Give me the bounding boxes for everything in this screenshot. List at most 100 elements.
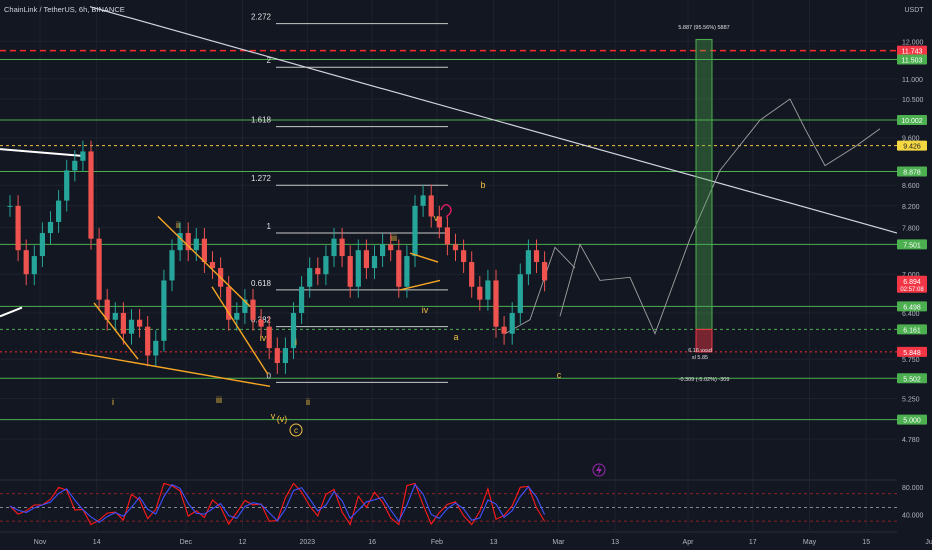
price-tag xyxy=(897,166,927,177)
price-tag xyxy=(897,346,927,357)
candle-body xyxy=(88,151,94,239)
price-axis-tick: 10.500 xyxy=(902,97,924,104)
candle-body xyxy=(542,262,548,281)
price-axis-tick: 6.400 xyxy=(902,311,920,318)
position-risk-label: -0.309 (-5.02%) -309 xyxy=(679,377,730,383)
rsi-axis-tick: 80.000 xyxy=(902,485,924,492)
price-tag xyxy=(897,324,927,335)
price-tag-value: 11.503 xyxy=(902,58,923,65)
candle-body xyxy=(96,238,102,300)
candle-body xyxy=(404,256,410,287)
candle-body xyxy=(485,280,491,300)
candle-body xyxy=(299,286,305,313)
candle-body xyxy=(226,286,232,320)
time-axis-label: Nov xyxy=(34,539,47,546)
position-target-zone xyxy=(695,38,713,330)
time-axis-label: 16 xyxy=(368,539,376,546)
time-axis-label: 17 xyxy=(749,539,757,546)
price-tag-value: 11.743 xyxy=(902,49,923,56)
time-axis-label: 14 xyxy=(93,539,101,546)
projection-path-minor xyxy=(504,246,576,335)
candle-body xyxy=(307,268,313,287)
price-tag xyxy=(897,45,927,56)
candle-body xyxy=(469,262,475,287)
price-axis-tick: 7.800 xyxy=(902,225,920,232)
wave-label: (v) xyxy=(277,414,288,424)
candle-body xyxy=(15,205,21,251)
lightning-icon xyxy=(596,465,602,475)
rsi-axis-tick: 40.000 xyxy=(902,512,924,519)
price-axis-currency: USDT xyxy=(904,7,924,14)
price-tag-value: 6.161 xyxy=(903,327,921,334)
wave-label: iii xyxy=(216,395,222,405)
candle-body xyxy=(525,250,531,275)
candle-body xyxy=(23,250,29,275)
candle-body xyxy=(331,238,337,257)
lightning-icon-ring xyxy=(592,463,606,477)
candle-body xyxy=(234,312,240,320)
price-tag xyxy=(897,114,927,125)
wave-label: v xyxy=(434,213,439,223)
price-axis-tick: 8.200 xyxy=(902,204,920,211)
candle-body xyxy=(323,256,329,275)
question-mark-icon xyxy=(440,203,452,218)
fib-level-label: 0 xyxy=(267,371,272,380)
candle-body xyxy=(258,319,264,327)
wave-label: v xyxy=(271,411,276,421)
wedge-line xyxy=(211,286,269,375)
candle-body xyxy=(169,250,175,281)
wave-label: i xyxy=(295,337,297,347)
price-axis-tick: 5.750 xyxy=(902,357,920,364)
price-tag-value: 10.002 xyxy=(901,118,923,125)
time-axis-label: Dec xyxy=(180,539,193,546)
time-axis-label: 13 xyxy=(490,539,498,546)
wedge-line xyxy=(93,302,139,360)
wave-label: iii xyxy=(391,233,397,243)
time-axis-label: 13 xyxy=(611,539,619,546)
candle-body xyxy=(120,312,126,334)
time-axis-label: 12 xyxy=(239,539,247,546)
price-tag-value: 6.498 xyxy=(903,304,921,311)
wave-label: c xyxy=(557,370,562,380)
candle-body xyxy=(315,268,321,275)
candle-body xyxy=(209,262,216,269)
price-tag-value: 8.878 xyxy=(903,169,921,176)
candle-body xyxy=(274,348,280,364)
candle-body xyxy=(517,274,523,313)
price-tag xyxy=(897,54,927,65)
candle-body xyxy=(7,205,13,207)
candle-body xyxy=(64,170,70,201)
candle-body xyxy=(250,299,256,320)
candle-body xyxy=(501,326,507,334)
fib-level-label: 2.272 xyxy=(251,13,272,22)
candle-body xyxy=(56,200,62,222)
fib-level-label: 0.618 xyxy=(251,279,272,288)
candle-body xyxy=(185,233,191,251)
price-tag-value: 7.501 xyxy=(903,242,921,249)
wave-circle xyxy=(289,423,303,437)
candle-body xyxy=(145,326,151,356)
candle-body xyxy=(396,250,402,287)
rsi-line-slow xyxy=(9,483,546,523)
candle-body xyxy=(153,340,159,356)
candle-body xyxy=(420,195,426,206)
wave-label: iv xyxy=(422,305,429,315)
time-axis-label: 2023 xyxy=(300,539,316,546)
candle-body xyxy=(461,250,467,263)
price-axis-tick: 5.250 xyxy=(902,397,920,404)
candle-body xyxy=(31,256,37,275)
candle-body xyxy=(80,151,86,161)
wedge-line xyxy=(157,215,251,307)
candle-body xyxy=(177,233,183,251)
wave-label: i xyxy=(112,397,114,407)
wave-label: b xyxy=(480,180,485,190)
fib-level-label: 1.272 xyxy=(251,174,272,183)
trendline-descending xyxy=(89,6,898,234)
candle-body xyxy=(104,299,110,320)
candle-body xyxy=(509,312,515,334)
candle-body xyxy=(128,319,135,334)
candle-body xyxy=(380,244,386,257)
wedge-line xyxy=(399,279,441,291)
